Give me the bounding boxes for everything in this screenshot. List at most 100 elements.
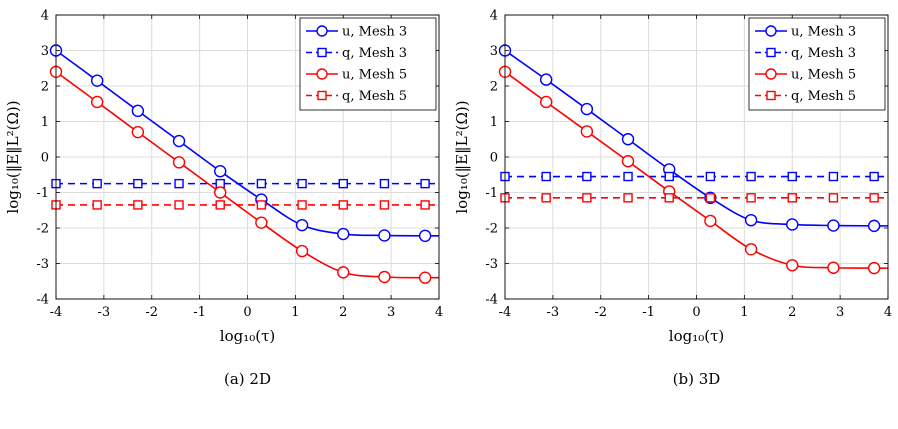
x-tick-label: -1: [642, 305, 655, 320]
x-tick-label: 3: [836, 305, 844, 320]
data-point: [295, 218, 309, 232]
data-point: [131, 104, 145, 118]
x-tick-label: 2: [788, 305, 796, 320]
x-tick-label: -1: [193, 305, 206, 320]
panel-caption: (a) 2D: [224, 370, 271, 388]
y-tick-label: -2: [36, 222, 49, 237]
data-point: [541, 193, 551, 203]
y-axis-label: log₁₀(‖E‖L²(Ω)): [4, 100, 22, 213]
data-point: [787, 171, 797, 182]
data-point: [705, 171, 716, 182]
data-point: [214, 186, 227, 199]
data-point: [256, 200, 267, 210]
data-point: [255, 216, 268, 229]
data-point: [580, 125, 594, 138]
data-point: [131, 125, 145, 139]
data-point: [174, 178, 184, 189]
data-point: [90, 74, 104, 87]
y-tick-label: -1: [485, 186, 498, 201]
data-point: [664, 171, 674, 182]
data-point: [664, 193, 674, 203]
legend-entry: u, Mesh 3: [342, 25, 407, 40]
data-point: [174, 200, 184, 210]
data-point: [172, 134, 186, 148]
data-point: [541, 171, 551, 182]
x-tick-label: -3: [547, 305, 560, 320]
y-tick-label: 1: [41, 115, 49, 130]
data-point: [337, 266, 350, 279]
data-point: [867, 261, 881, 275]
x-tick-label: -4: [50, 305, 63, 320]
data-point: [746, 171, 756, 182]
data-point: [704, 214, 717, 228]
legend-entry: u, Mesh 5: [791, 68, 856, 83]
data-point: [580, 102, 594, 116]
data-point: [746, 193, 756, 203]
y-tick-label: 0: [490, 151, 498, 166]
data-point: [418, 271, 432, 284]
x-axis-label: log₁₀(τ): [669, 327, 724, 345]
data-point: [133, 200, 143, 210]
y-tick-label: 2: [41, 80, 49, 95]
legend-marker: [316, 68, 328, 80]
data-point: [297, 200, 307, 210]
data-point: [623, 193, 633, 203]
data-point: [215, 200, 225, 210]
x-tick-label: 3: [387, 305, 395, 320]
data-point: [539, 95, 553, 109]
x-tick-label: 4: [435, 305, 443, 320]
chart-panel-1: -4 -3 -2 -1 0 1 2 3 4 -4 -3 -2 -1 0 1 2 3 4 log₁₀(τ) log₁₀(…: [4, 9, 443, 389]
data-point: [256, 178, 267, 189]
x-tick-label: -3: [98, 305, 111, 320]
data-point: [338, 200, 348, 210]
data-point: [623, 171, 633, 182]
x-tick-label: -2: [145, 305, 158, 320]
data-point: [338, 178, 348, 189]
data-point: [705, 193, 716, 203]
legend-entry: q, Mesh 5: [342, 89, 407, 104]
y-tick-label: 4: [490, 9, 498, 24]
data-point: [621, 155, 635, 168]
y-tick-label: -1: [36, 186, 49, 201]
x-tick-label: 4: [884, 305, 892, 320]
data-point: [827, 219, 840, 232]
y-tick-label: 1: [490, 115, 498, 130]
y-tick-label: -4: [485, 293, 498, 308]
y-tick-label: -4: [36, 293, 49, 308]
x-axis-label: log₁₀(τ): [220, 327, 275, 345]
legend-marker: [316, 25, 328, 37]
data-point: [90, 95, 104, 109]
data-point: [621, 133, 635, 146]
data-point: [869, 193, 879, 203]
data-point: [379, 200, 390, 210]
data-point: [378, 229, 391, 242]
data-point: [582, 171, 592, 182]
data-point: [133, 178, 143, 189]
legend-entry: u, Mesh 5: [342, 68, 407, 83]
data-point: [828, 171, 839, 182]
data-point: [214, 164, 227, 178]
x-tick-label: -4: [499, 305, 512, 320]
legend-marker: [765, 68, 777, 80]
legend-entry: q, Mesh 3: [342, 46, 407, 61]
y-tick-label: -2: [485, 222, 498, 237]
data-point: [867, 219, 881, 233]
y-tick-label: 3: [41, 44, 49, 59]
data-point: [418, 229, 432, 243]
data-point: [420, 200, 430, 210]
data-point: [420, 178, 430, 189]
data-point: [92, 178, 102, 189]
data-point: [828, 193, 839, 203]
legend-marker: [766, 90, 776, 101]
legend-marker: [317, 47, 327, 58]
y-tick-label: -3: [485, 257, 498, 272]
data-point: [869, 171, 879, 182]
data-point: [92, 200, 102, 210]
legend-marker: [766, 47, 776, 58]
legend: u, Mesh 3 q, Mesh 3 u, Mesh 5 q, Mesh 5: [748, 17, 886, 111]
y-tick-label: -3: [36, 257, 49, 272]
x-tick-label: 1: [740, 305, 748, 320]
y-tick-label: 0: [41, 151, 49, 166]
